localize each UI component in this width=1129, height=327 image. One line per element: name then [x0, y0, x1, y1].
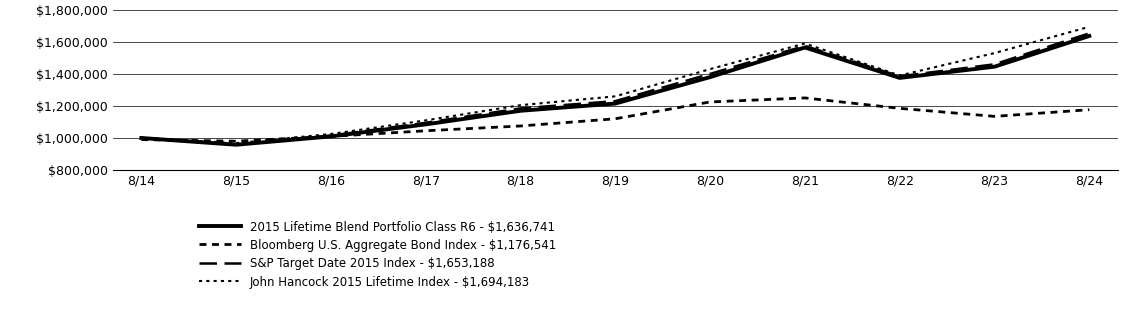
S&P Target Date 2015 Index - $1,653,188: [703, 72, 717, 76]
John Hancock 2015 Lifetime Index - $1,694,183: [229, 141, 243, 145]
2015 Lifetime Blend Portfolio Class R6 - $1,636,741: [703, 75, 717, 79]
John Hancock 2015 Lifetime Index - $1,694,183: [134, 136, 148, 140]
Bloomberg U.S. Aggregate Bond Index - $1,176,541: [609, 117, 622, 121]
Bloomberg U.S. Aggregate Bond Index - $1,176,541: [1083, 108, 1096, 112]
2015 Lifetime Blend Portfolio Class R6 - $1,636,741: [134, 136, 148, 140]
2015 Lifetime Blend Portfolio Class R6 - $1,636,741: [419, 122, 432, 126]
S&P Target Date 2015 Index - $1,653,188: [419, 121, 432, 125]
2015 Lifetime Blend Portfolio Class R6 - $1,636,741: [893, 76, 907, 80]
John Hancock 2015 Lifetime Index - $1,694,183: [988, 51, 1001, 55]
John Hancock 2015 Lifetime Index - $1,694,183: [324, 132, 338, 136]
S&P Target Date 2015 Index - $1,653,188: [229, 143, 243, 147]
John Hancock 2015 Lifetime Index - $1,694,183: [703, 67, 717, 71]
2015 Lifetime Blend Portfolio Class R6 - $1,636,741: [324, 134, 338, 138]
Bloomberg U.S. Aggregate Bond Index - $1,176,541: [134, 138, 148, 142]
John Hancock 2015 Lifetime Index - $1,694,183: [798, 42, 812, 45]
2015 Lifetime Blend Portfolio Class R6 - $1,636,741: [798, 45, 812, 49]
2015 Lifetime Blend Portfolio Class R6 - $1,636,741: [988, 65, 1001, 69]
Line: S&P Target Date 2015 Index - $1,653,188: S&P Target Date 2015 Index - $1,653,188: [141, 33, 1089, 145]
2015 Lifetime Blend Portfolio Class R6 - $1,636,741: [229, 143, 243, 147]
2015 Lifetime Blend Portfolio Class R6 - $1,636,741: [609, 102, 622, 106]
S&P Target Date 2015 Index - $1,653,188: [1083, 31, 1096, 35]
2015 Lifetime Blend Portfolio Class R6 - $1,636,741: [1083, 34, 1096, 38]
S&P Target Date 2015 Index - $1,653,188: [514, 106, 527, 110]
S&P Target Date 2015 Index - $1,653,188: [134, 136, 148, 140]
Line: 2015 Lifetime Blend Portfolio Class R6 - $1,636,741: 2015 Lifetime Blend Portfolio Class R6 -…: [141, 36, 1089, 145]
John Hancock 2015 Lifetime Index - $1,694,183: [514, 103, 527, 107]
Bloomberg U.S. Aggregate Bond Index - $1,176,541: [703, 100, 717, 104]
Line: Bloomberg U.S. Aggregate Bond Index - $1,176,541: Bloomberg U.S. Aggregate Bond Index - $1…: [141, 98, 1089, 141]
John Hancock 2015 Lifetime Index - $1,694,183: [609, 95, 622, 98]
Bloomberg U.S. Aggregate Bond Index - $1,176,541: [229, 139, 243, 143]
S&P Target Date 2015 Index - $1,653,188: [798, 44, 812, 48]
Bloomberg U.S. Aggregate Bond Index - $1,176,541: [419, 129, 432, 133]
Bloomberg U.S. Aggregate Bond Index - $1,176,541: [324, 134, 338, 138]
Bloomberg U.S. Aggregate Bond Index - $1,176,541: [798, 96, 812, 100]
Line: John Hancock 2015 Lifetime Index - $1,694,183: John Hancock 2015 Lifetime Index - $1,69…: [141, 27, 1089, 143]
S&P Target Date 2015 Index - $1,653,188: [324, 134, 338, 138]
Bloomberg U.S. Aggregate Bond Index - $1,176,541: [893, 106, 907, 110]
S&P Target Date 2015 Index - $1,653,188: [893, 74, 907, 78]
Bloomberg U.S. Aggregate Bond Index - $1,176,541: [514, 124, 527, 128]
John Hancock 2015 Lifetime Index - $1,694,183: [1083, 25, 1096, 29]
S&P Target Date 2015 Index - $1,653,188: [609, 99, 622, 103]
Legend: 2015 Lifetime Blend Portfolio Class R6 - $1,636,741, Bloomberg U.S. Aggregate Bo: 2015 Lifetime Blend Portfolio Class R6 -…: [199, 221, 557, 289]
John Hancock 2015 Lifetime Index - $1,694,183: [419, 118, 432, 122]
Bloomberg U.S. Aggregate Bond Index - $1,176,541: [988, 114, 1001, 118]
John Hancock 2015 Lifetime Index - $1,694,183: [893, 74, 907, 77]
2015 Lifetime Blend Portfolio Class R6 - $1,636,741: [514, 109, 527, 113]
S&P Target Date 2015 Index - $1,653,188: [988, 62, 1001, 66]
